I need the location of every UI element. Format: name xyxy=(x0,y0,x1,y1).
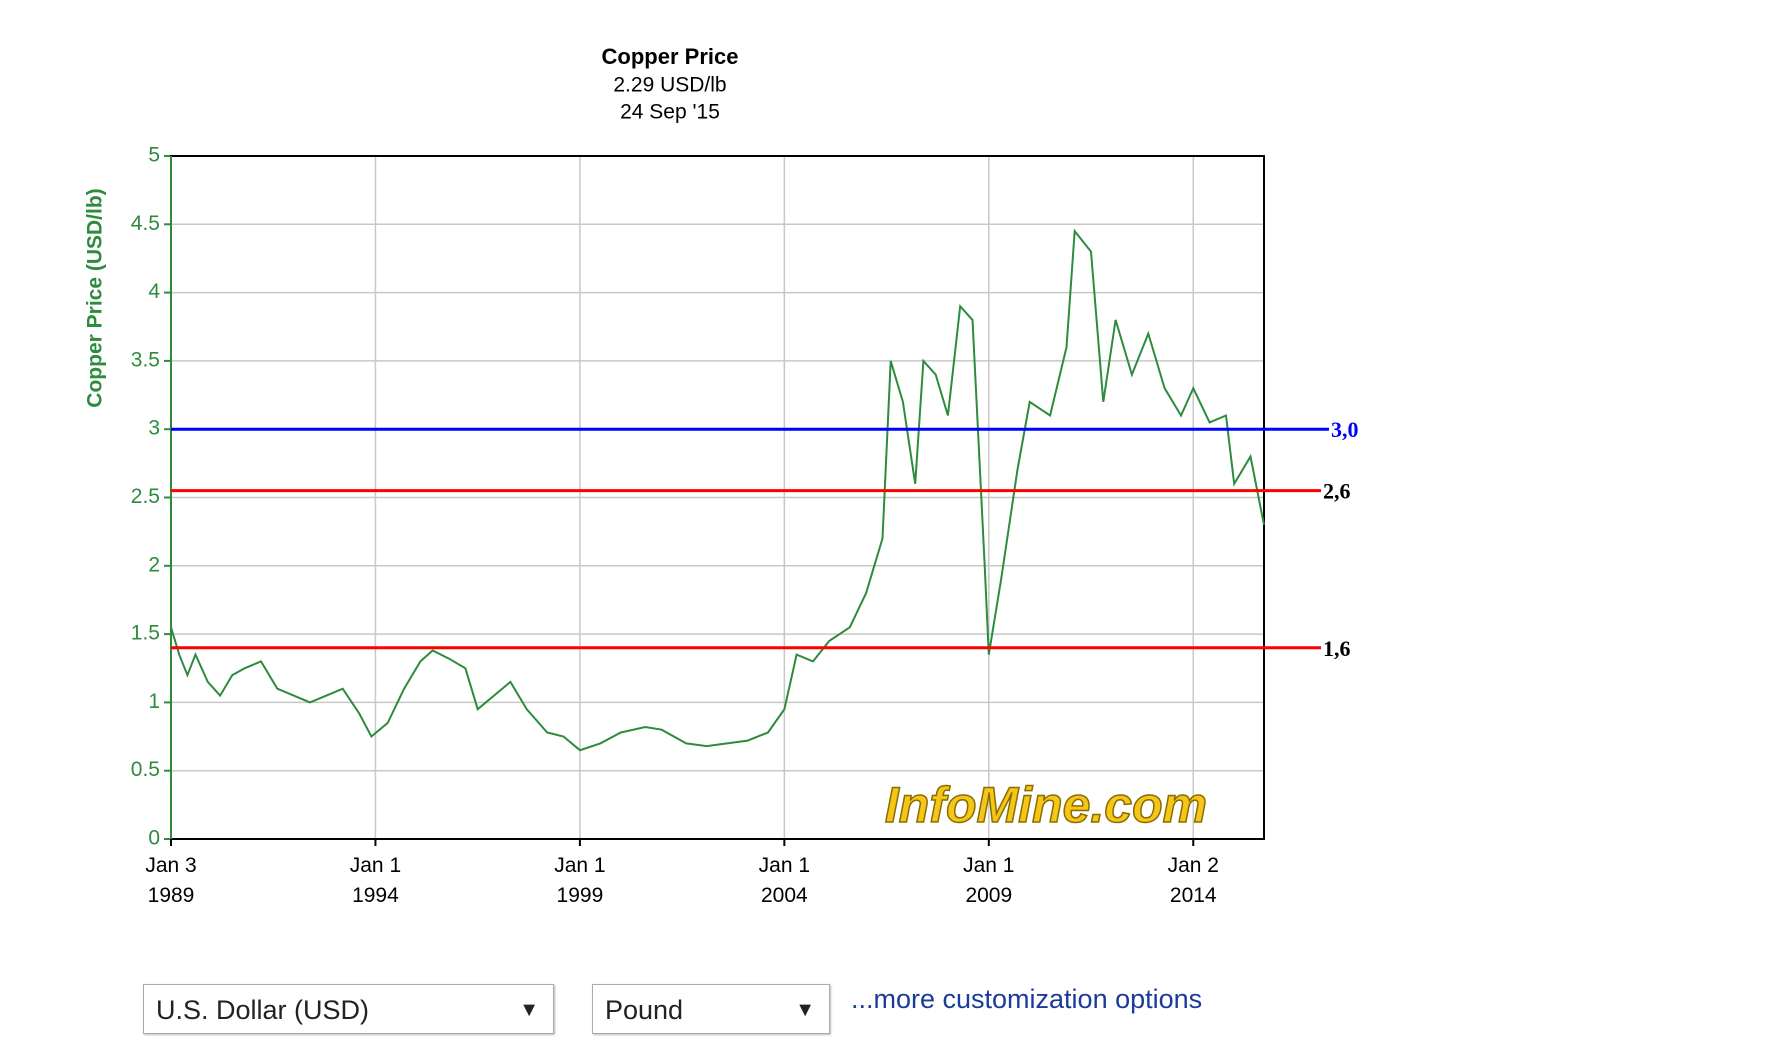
y-tick-label: 0.5 xyxy=(131,758,160,781)
unit-select[interactable]: Pound ▼ xyxy=(592,984,830,1034)
x-tick-label: Jan 1 2004 xyxy=(758,854,811,907)
reference-label: 1,6 xyxy=(1323,636,1351,661)
x-tick-label: Jan 1 1994 xyxy=(349,854,402,907)
chart-subtitle: 24 Sep '15 xyxy=(620,101,720,124)
y-tick-label: 1 xyxy=(148,690,160,713)
dropdown-arrow: ▼ xyxy=(795,999,815,1021)
customization-link[interactable]: ...more customization options xyxy=(851,984,1203,1014)
x-tick-label: Jan 2 2014 xyxy=(1167,854,1219,907)
currency-value: U.S. Dollar (USD) xyxy=(156,995,370,1025)
y-tick-label: 5 xyxy=(148,144,160,167)
chart-subtitle: 2.29 USD/lb xyxy=(613,74,726,97)
y-tick-label: 2 xyxy=(148,553,160,576)
y-tick-label: 2.5 xyxy=(131,485,160,508)
currency-select[interactable]: U.S. Dollar (USD) ▼ xyxy=(143,984,554,1034)
y-tick-label: 3 xyxy=(148,417,160,440)
unit-value: Pound xyxy=(605,995,684,1025)
y-tick-label: 0 xyxy=(148,827,160,850)
chart-title: Copper Price xyxy=(602,44,739,69)
reference-label: 3,0 xyxy=(1331,417,1359,442)
y-tick-label: 4 xyxy=(148,280,160,303)
dropdown-arrow: ▼ xyxy=(519,999,539,1021)
watermark: InfoMine.com xyxy=(885,777,1207,833)
x-tick-label: Jan 3 1989 xyxy=(145,854,197,907)
y-axis-label: Copper Price (USD/lb) xyxy=(84,188,107,407)
price-line xyxy=(170,228,1265,752)
y-tick-label: 1.5 xyxy=(131,622,160,645)
reference-label: 2,6 xyxy=(1323,479,1351,504)
chart: Copper Price 2.29 USD/lb 24 Sep '15 Copp… xyxy=(84,44,1359,850)
y-tick-label: 4.5 xyxy=(131,212,160,235)
x-tick-label: Jan 1 2009 xyxy=(963,854,1015,907)
y-tick-label: 3.5 xyxy=(131,348,160,371)
x-tick-label: Jan 1 1999 xyxy=(554,854,606,907)
